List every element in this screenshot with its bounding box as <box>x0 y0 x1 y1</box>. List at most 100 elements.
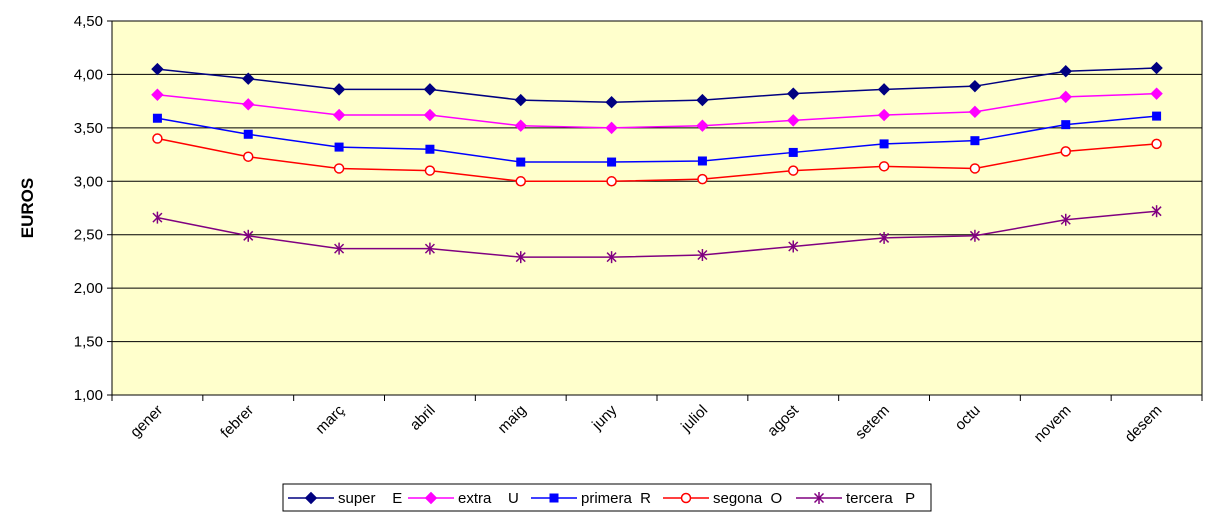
data-point <box>1059 90 1072 104</box>
y-tick-label: 4,00 <box>74 66 103 83</box>
legend-label: super E <box>338 490 402 507</box>
x-tick-label: juny <box>588 401 621 434</box>
data-point <box>333 163 345 174</box>
data-point <box>877 108 891 122</box>
series-0 <box>151 61 1163 109</box>
legend-label: segona O <box>713 490 782 507</box>
data-point <box>697 249 708 262</box>
y-tick-label: 1,50 <box>74 334 103 351</box>
data-point <box>605 96 618 109</box>
data-point <box>423 108 437 122</box>
series-line <box>157 210 1157 258</box>
legend-label: tercera P <box>846 490 915 507</box>
x-tick-label: maig <box>495 402 530 437</box>
data-point <box>304 491 318 505</box>
data-point <box>1150 61 1163 75</box>
data-point <box>243 151 254 162</box>
data-point <box>879 139 889 149</box>
data-point <box>514 93 527 107</box>
data-point <box>968 105 982 119</box>
data-point <box>606 251 617 264</box>
series-line <box>157 137 1157 183</box>
data-point <box>515 176 526 187</box>
data-point <box>607 157 617 167</box>
data-point <box>787 87 800 100</box>
y-tick-label: 2,00 <box>74 280 103 297</box>
legend: super E extra U primera R segona O tercera P <box>282 483 932 512</box>
y-tick-label: 3,00 <box>74 173 103 190</box>
data-point <box>515 251 526 264</box>
data-point <box>242 98 255 111</box>
data-point <box>605 121 618 135</box>
data-point <box>1151 138 1162 150</box>
data-point <box>152 113 162 123</box>
data-point <box>788 165 799 176</box>
data-point <box>424 491 438 505</box>
gridlines <box>112 73 1202 343</box>
data-point <box>1151 205 1162 218</box>
legend-entry-2: primera R <box>531 490 651 507</box>
data-point <box>151 88 164 101</box>
series-2 <box>152 111 1162 167</box>
data-point <box>606 176 617 187</box>
data-point <box>970 136 980 146</box>
y-tick-label: 4,50 <box>74 13 103 30</box>
data-point <box>879 231 890 244</box>
data-point <box>1152 111 1162 121</box>
x-tick-label: gener <box>127 402 166 441</box>
data-point <box>243 229 254 242</box>
x-tick-label: novem <box>1031 402 1075 446</box>
x-tick-label: abril <box>407 402 439 434</box>
legend-entry-0: super E <box>288 490 402 507</box>
legend-label: primera R <box>581 490 651 507</box>
data-point <box>788 147 798 157</box>
y-axis: 1,00 1,50 2,00 2,50 3,00 3,50 4,00 4,50 <box>74 13 112 404</box>
data-point <box>1061 120 1071 130</box>
data-point <box>516 157 526 167</box>
data-point <box>697 173 708 185</box>
data-point <box>787 114 800 127</box>
data-point <box>424 242 435 255</box>
data-point <box>968 79 982 93</box>
data-point <box>969 163 981 174</box>
series-layer <box>151 61 1163 264</box>
data-point <box>1150 87 1163 100</box>
y-tick-label: 1,00 <box>74 387 103 404</box>
data-point <box>514 119 527 132</box>
series-line <box>157 92 1157 129</box>
series-1 <box>151 87 1163 135</box>
x-tick-label: octu <box>952 402 984 434</box>
x-tick-label: febrer <box>217 402 257 442</box>
data-point <box>151 62 164 76</box>
y-axis-title: EUROS <box>18 178 37 238</box>
series-line <box>157 67 1157 103</box>
data-point <box>549 493 559 503</box>
data-point <box>334 242 345 255</box>
x-tick-label: setem <box>852 402 893 443</box>
x-axis: gener febrer març abril maig juny juliol agost s… <box>111 395 1203 446</box>
series-3 <box>152 133 1162 187</box>
legend-entry-3: segona O <box>663 490 782 507</box>
legend-label: extra U <box>458 490 519 507</box>
data-point <box>332 83 346 96</box>
data-point <box>334 142 344 152</box>
plot-area <box>111 20 1203 396</box>
data-point <box>813 492 825 504</box>
legend-entry-1: extra U <box>408 490 519 507</box>
x-tick-label: juliol <box>677 402 711 436</box>
data-point <box>788 240 799 253</box>
data-point <box>152 133 163 144</box>
data-point <box>696 119 709 132</box>
legend-entry-4: tercera P <box>796 490 915 507</box>
data-point <box>680 492 692 504</box>
data-point <box>969 229 980 242</box>
data-point <box>1060 146 1071 157</box>
data-point <box>696 93 709 107</box>
data-point <box>423 83 437 96</box>
y-tick-label: 2,50 <box>74 227 103 244</box>
data-point <box>242 72 255 85</box>
series-line <box>157 115 1157 163</box>
data-point <box>152 211 163 224</box>
data-point <box>878 161 890 172</box>
